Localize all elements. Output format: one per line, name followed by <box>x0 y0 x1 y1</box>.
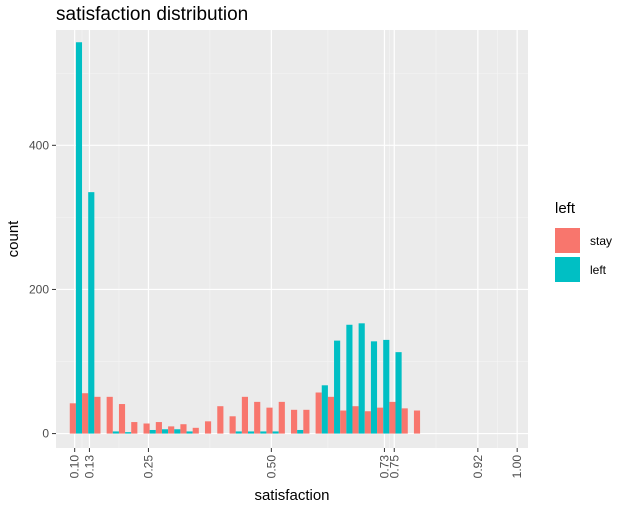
bar-stay <box>377 407 384 434</box>
bar-left <box>383 339 390 434</box>
bar-stay <box>340 410 347 434</box>
bar-left <box>370 341 378 434</box>
bar-stay <box>401 408 408 434</box>
x-tick-label: 0.75 <box>387 455 401 479</box>
bar-left <box>334 340 341 434</box>
bar-left <box>161 429 169 434</box>
bar-stay <box>327 396 335 434</box>
chart-title: satisfaction distribution <box>56 4 248 25</box>
bar-stay <box>352 406 359 434</box>
bar-left <box>395 352 402 434</box>
minor-gridlines <box>56 30 528 448</box>
bar-left <box>149 429 156 434</box>
bar-stay <box>229 416 236 434</box>
plot-panel <box>56 30 528 448</box>
bar-stay <box>94 396 101 434</box>
bar-stay <box>291 409 298 434</box>
bar-stay <box>241 396 248 434</box>
x-tick-label: 0.10 <box>68 455 82 479</box>
bar-left <box>235 431 242 434</box>
bar-left <box>247 431 255 434</box>
x-tick-label: 0.50 <box>264 455 278 479</box>
bar-stay <box>106 396 113 434</box>
bar-left <box>346 324 353 434</box>
bar-stay <box>389 401 396 434</box>
bar-stay <box>82 393 89 434</box>
x-tick-label: 0.73 <box>377 455 391 479</box>
bars <box>69 42 421 434</box>
bar-stay <box>278 401 285 434</box>
bar-stay <box>413 410 421 434</box>
y-tick-label: 200 <box>29 282 49 296</box>
bar-stay <box>266 407 273 434</box>
x-tick-label: 1.00 <box>510 455 524 479</box>
legend-items: stay left <box>555 228 612 282</box>
y-axis-title: count <box>5 220 22 258</box>
bar-stay <box>217 406 224 434</box>
bar-stay <box>118 404 126 434</box>
bar-stay <box>204 421 212 434</box>
bar-left <box>358 323 365 434</box>
x-tick-label: 0.13 <box>82 455 96 479</box>
bar-stay <box>315 392 322 434</box>
bar-stay <box>131 422 138 434</box>
bar-stay <box>192 427 199 434</box>
bar-left <box>260 431 267 434</box>
bar-left <box>321 385 328 434</box>
bar-stay <box>254 401 261 434</box>
bar-stay <box>143 423 150 434</box>
bar-stay <box>168 426 175 434</box>
bar-left <box>272 431 279 434</box>
bar-left <box>125 432 132 434</box>
legend: left stay left <box>555 200 612 282</box>
bar-left <box>88 192 95 434</box>
bar-stay <box>69 403 76 434</box>
y-tick-label: 0 <box>42 427 49 441</box>
legend-key-stay <box>555 228 580 253</box>
bar-left <box>75 42 83 434</box>
legend-key-left <box>555 257 580 282</box>
bar-stay <box>155 422 162 434</box>
y-tick-label: 400 <box>29 138 49 152</box>
bar-left <box>112 431 119 434</box>
legend-title: left <box>555 200 576 217</box>
x-axis-title: satisfaction <box>254 487 329 504</box>
bar-left <box>186 431 193 434</box>
x-tick-label: 0.25 <box>141 455 155 479</box>
bar-stay <box>303 409 310 434</box>
y-axis: 0 200 400 <box>29 138 56 441</box>
legend-label-stay: stay <box>590 234 612 248</box>
x-axis: 0.10 0.13 0.25 0.50 0.730.75 0.92 1.00 <box>68 448 524 479</box>
bar-left <box>297 429 304 434</box>
bar-stay <box>364 411 371 434</box>
bar-stay <box>180 424 187 434</box>
x-tick-label: 0.92 <box>471 455 485 479</box>
bar-left <box>174 429 181 434</box>
legend-label-left: left <box>590 263 607 277</box>
